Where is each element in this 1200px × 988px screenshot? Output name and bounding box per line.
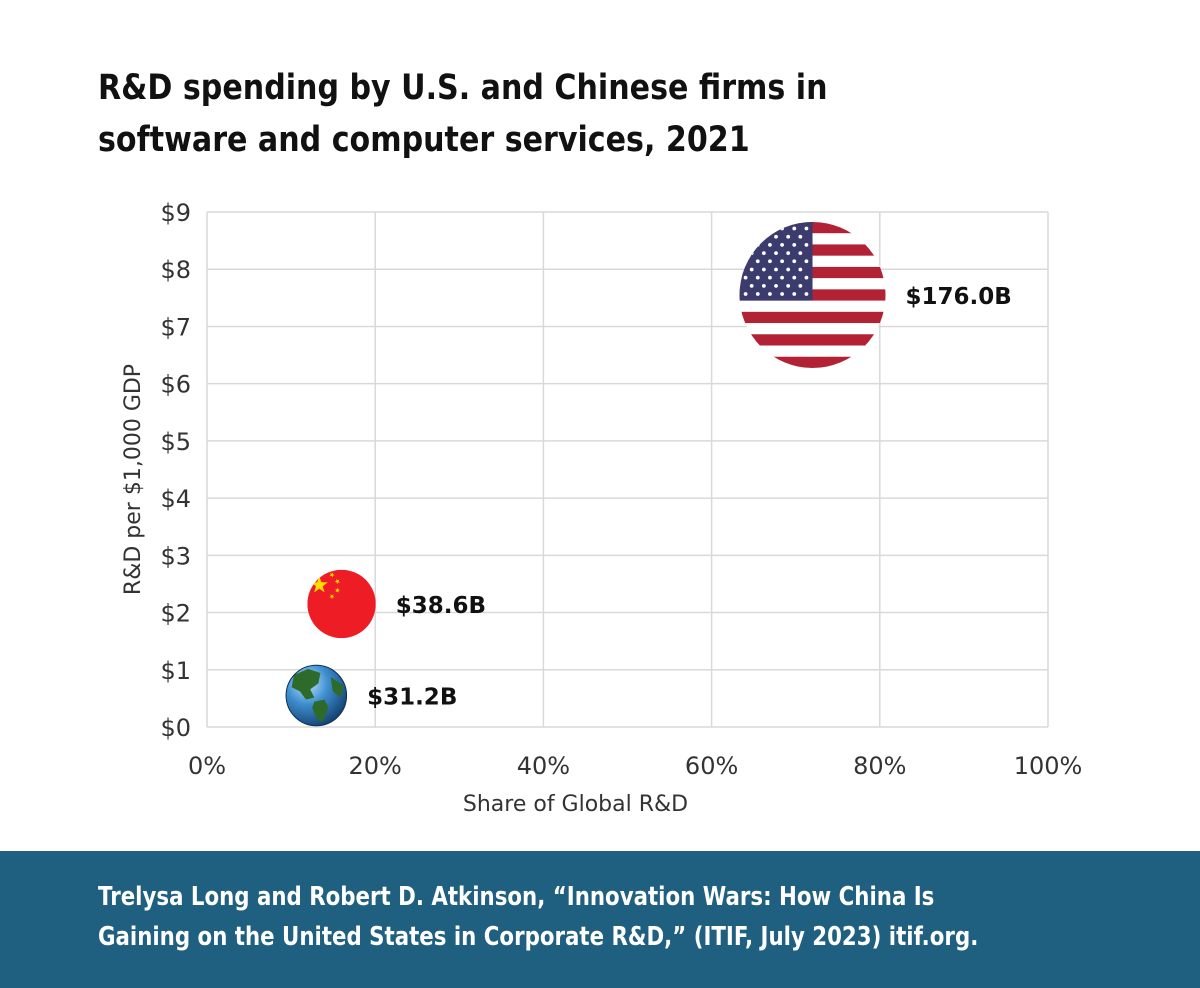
flag-stripe	[739, 334, 886, 347]
flag-star	[792, 259, 797, 264]
flag-star	[798, 267, 803, 272]
flag-star	[310, 576, 328, 593]
flag-stripe	[739, 300, 886, 313]
flag-star	[774, 283, 778, 288]
flag-star	[743, 275, 748, 280]
flag-star	[792, 243, 797, 247]
flag-star	[329, 594, 335, 600]
globe-continent	[291, 668, 321, 700]
data-label: $38.6B	[396, 593, 486, 619]
flag-stripe	[739, 345, 886, 358]
flag-star	[768, 275, 772, 280]
us-flag-icon	[739, 221, 886, 368]
flag-star	[768, 243, 772, 247]
globe-continent	[312, 699, 329, 723]
flag-star	[743, 243, 748, 247]
flag-star	[780, 259, 785, 264]
y-tick-label: $6	[160, 371, 191, 399]
flag-field	[307, 569, 376, 639]
y-tick-label: $1	[160, 657, 191, 685]
globe-icon	[285, 664, 348, 727]
data-label: $176.0B	[906, 284, 1012, 310]
y-tick-label: $0	[160, 714, 191, 742]
x-tick-label: 40%	[517, 752, 570, 780]
flag-star	[749, 251, 754, 255]
flag-star	[798, 251, 803, 255]
flag-star	[804, 259, 809, 264]
flag-star	[792, 226, 797, 231]
flag-star	[755, 243, 760, 247]
flag-star	[804, 243, 809, 247]
source-citation: Trelysa Long and Robert D. Atkinson, “In…	[98, 882, 979, 952]
flag-star	[761, 251, 766, 255]
flag-star	[743, 292, 748, 296]
flag-star	[786, 283, 791, 288]
y-tick-label: $2	[160, 600, 191, 628]
flag-stripe	[739, 311, 886, 324]
x-axis-title: Share of Global R&D	[463, 792, 688, 817]
flag-star	[804, 292, 809, 296]
flag-star	[774, 251, 778, 255]
flag-star	[804, 226, 809, 231]
flag-star	[786, 267, 791, 272]
flag-star	[780, 243, 785, 247]
chart-title: R&D spending by U.S. and Chinese firms i…	[98, 68, 828, 160]
x-tick-label: 60%	[685, 752, 738, 780]
flag-star	[786, 234, 791, 239]
flag-star	[792, 275, 797, 280]
flag-star	[761, 283, 766, 288]
flag-canton	[739, 221, 813, 301]
flag-star	[755, 259, 760, 264]
bubble-chart: $0 $1 $2 $3 $4 $5 $6 $7 $8 $9 0% 20% 40% 60% 80% 100% Sh…	[121, 199, 1083, 817]
flag-star	[798, 234, 803, 239]
flag-star	[743, 226, 748, 231]
x-tick-label: 0%	[188, 752, 226, 780]
flag-star	[792, 292, 797, 296]
x-tick-label: 20%	[349, 752, 402, 780]
flag-star	[334, 579, 340, 585]
data-label: $31.2B	[367, 685, 457, 711]
y-tick-label: $3	[160, 542, 191, 570]
flag-star	[768, 226, 772, 231]
flag-stripe	[739, 356, 886, 368]
globe-continent	[330, 677, 343, 698]
flag-star	[768, 292, 772, 296]
y-tick-label: $8	[160, 256, 191, 284]
flag-star	[329, 572, 335, 578]
flag-star	[780, 226, 785, 231]
flag-star	[768, 259, 772, 264]
x-tick-label: 100%	[1014, 752, 1083, 780]
flag-star	[755, 275, 760, 280]
flag-star	[786, 251, 791, 255]
flag-star	[780, 292, 785, 296]
flag-stripe	[739, 323, 886, 335]
source-footer: Trelysa Long and Robert D. Atkinson, “In…	[0, 851, 1200, 988]
y-axis-title: R&D per $1,000 GDP	[121, 364, 146, 595]
y-tick-label: $7	[160, 313, 191, 341]
flag-star	[761, 267, 766, 272]
globe-outline	[285, 664, 348, 727]
flag-star	[798, 283, 803, 288]
flag-star	[335, 587, 341, 593]
flag-star	[761, 234, 766, 239]
flag-star	[749, 234, 754, 239]
flag-star	[804, 275, 809, 280]
flag-star	[749, 267, 754, 272]
y-tick-label: $4	[160, 485, 191, 513]
flag-star	[780, 275, 785, 280]
flag-star	[755, 292, 760, 296]
flag-star	[743, 259, 748, 264]
flag-star	[755, 226, 760, 231]
flag-star	[749, 283, 754, 288]
flag-star	[774, 234, 778, 239]
flag-star	[774, 267, 778, 272]
china-flag-icon	[307, 569, 376, 639]
y-tick-label: $9	[160, 199, 191, 227]
x-tick-label: 80%	[853, 752, 906, 780]
y-tick-label: $5	[160, 428, 191, 456]
